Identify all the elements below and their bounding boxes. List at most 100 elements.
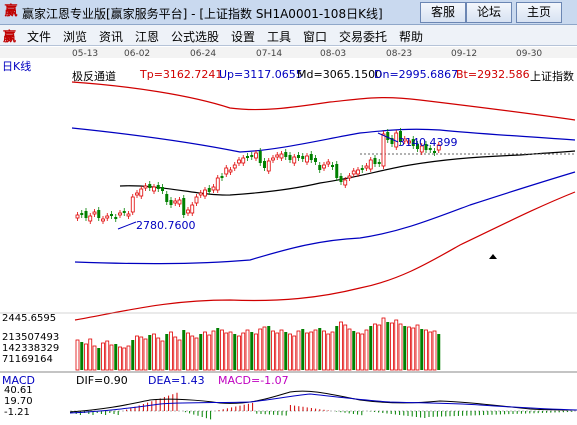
menu-formula-stock[interactable]: 公式选股 — [171, 30, 220, 44]
candle-body — [335, 164, 339, 178]
menu-window[interactable]: 窗口 — [303, 30, 328, 44]
macd-axis-mid: 19.70 — [4, 396, 33, 407]
candle-body — [399, 131, 402, 142]
candle-body — [114, 217, 118, 219]
candle-body — [411, 139, 415, 146]
param-md: Md=3065.1500 — [297, 68, 383, 81]
volume-axis-label-3: 71169164 — [2, 354, 53, 365]
menu-browse[interactable]: 浏览 — [63, 30, 88, 44]
macd-panel-label: MACD — [2, 374, 35, 387]
volume-bar — [254, 333, 258, 371]
volume-bar — [296, 330, 301, 371]
macd-axis-top: 40.61 — [4, 385, 33, 396]
date-tick-label: 06-24 — [190, 49, 216, 59]
candle-body — [419, 145, 424, 153]
volume-bar — [398, 323, 403, 371]
volume-bar — [220, 329, 224, 371]
candle-body — [156, 185, 160, 189]
volume-bar — [279, 329, 284, 371]
candle-body — [110, 214, 113, 216]
candle-body — [220, 176, 224, 178]
candle-body — [203, 189, 207, 197]
menu-file[interactable]: 文件 — [27, 30, 52, 44]
volume-bar — [258, 328, 263, 371]
inner-upper-channel-line — [71, 127, 576, 153]
volume-bar — [109, 344, 114, 371]
volume-bar — [186, 332, 190, 371]
volume-bar — [139, 336, 144, 371]
candle-body — [351, 170, 356, 175]
homepage-button[interactable]: 主页 — [516, 2, 562, 23]
date-tick-label: 09-12 — [451, 49, 477, 59]
candle-body — [215, 177, 220, 191]
candle-body — [88, 215, 93, 222]
volume-bar — [335, 326, 339, 370]
candle-body — [152, 186, 156, 192]
volume-bar — [275, 332, 280, 371]
volume-bar — [152, 333, 156, 371]
window-title: 赢家江恩专业版[赢家服务平台] - [上证指数 SH1A0001-108日K线] — [22, 7, 383, 21]
date-tick-label: 07-14 — [256, 49, 282, 59]
forum-button[interactable]: 论坛 — [466, 2, 512, 23]
candle-body — [80, 213, 84, 215]
candle-body — [309, 154, 313, 160]
menu-help[interactable]: 帮助 — [399, 30, 424, 44]
macd-dea-value: DEA=1.43 — [148, 374, 205, 387]
volume-bar — [292, 335, 297, 371]
kline-chart[interactable]: 05-13 06-02 06-24 07-14 08-03 08-23 09-12 09-30… — [0, 46, 577, 425]
volume-bar — [177, 339, 182, 371]
menu-gann[interactable]: 江恩 — [135, 30, 160, 44]
volume-bar — [207, 334, 212, 371]
candle-body — [169, 200, 173, 205]
candle-body — [331, 165, 334, 167]
volume-bar — [390, 322, 394, 371]
candle-body — [407, 140, 411, 144]
candle-body — [143, 185, 148, 189]
volume-bar — [403, 326, 407, 370]
volume-bar — [262, 326, 267, 371]
volume-bar — [122, 347, 127, 371]
param-dn: Dn=2995.6867 — [374, 68, 459, 81]
candle-body — [105, 215, 110, 219]
candle-body — [381, 133, 386, 167]
volume-bar — [330, 331, 335, 371]
outer-lower-channel-line — [74, 191, 576, 321]
candle-body — [190, 204, 195, 214]
candle-body — [263, 161, 266, 168]
volume-bar — [241, 332, 246, 371]
candle-body — [186, 209, 190, 214]
volume-bar — [322, 330, 326, 371]
candle-body — [148, 184, 152, 188]
volume-bar — [407, 326, 411, 371]
candle-body — [198, 192, 203, 196]
candle-body — [284, 152, 288, 157]
volume-bar — [224, 332, 229, 371]
menu-logo-icon: 赢 — [3, 30, 17, 45]
customer-service-button[interactable]: 客服 — [420, 2, 466, 23]
menu-trade[interactable]: 交易委托 — [339, 30, 388, 44]
date-tick-label: 05-13 — [72, 49, 98, 59]
macd-macd-value: MACD=-1.07 — [218, 374, 289, 387]
volume-bar — [288, 333, 292, 371]
volume-bar — [343, 324, 348, 371]
candle-body — [428, 148, 432, 150]
date-tick-label: 09-30 — [516, 49, 542, 59]
period-label[interactable]: 日K线 — [2, 60, 32, 73]
candle-body — [356, 169, 360, 175]
volume-bar — [173, 336, 178, 371]
volume-bar — [80, 342, 84, 370]
volume-bar — [88, 338, 93, 371]
candle-body — [232, 164, 237, 169]
volume-bar — [369, 326, 373, 370]
volume-bar — [148, 335, 152, 370]
volume-bar — [305, 332, 309, 371]
candle-body — [139, 188, 144, 197]
volume-bar — [356, 332, 360, 371]
low-pointer-line — [117, 221, 137, 230]
macd-axis-low: -1.21 — [4, 407, 30, 418]
candle-body — [275, 154, 280, 158]
menu-settings[interactable]: 设置 — [231, 30, 256, 44]
volume-bar — [250, 332, 254, 370]
menu-tools[interactable]: 工具 — [267, 30, 292, 44]
menu-news[interactable]: 资讯 — [99, 30, 124, 44]
